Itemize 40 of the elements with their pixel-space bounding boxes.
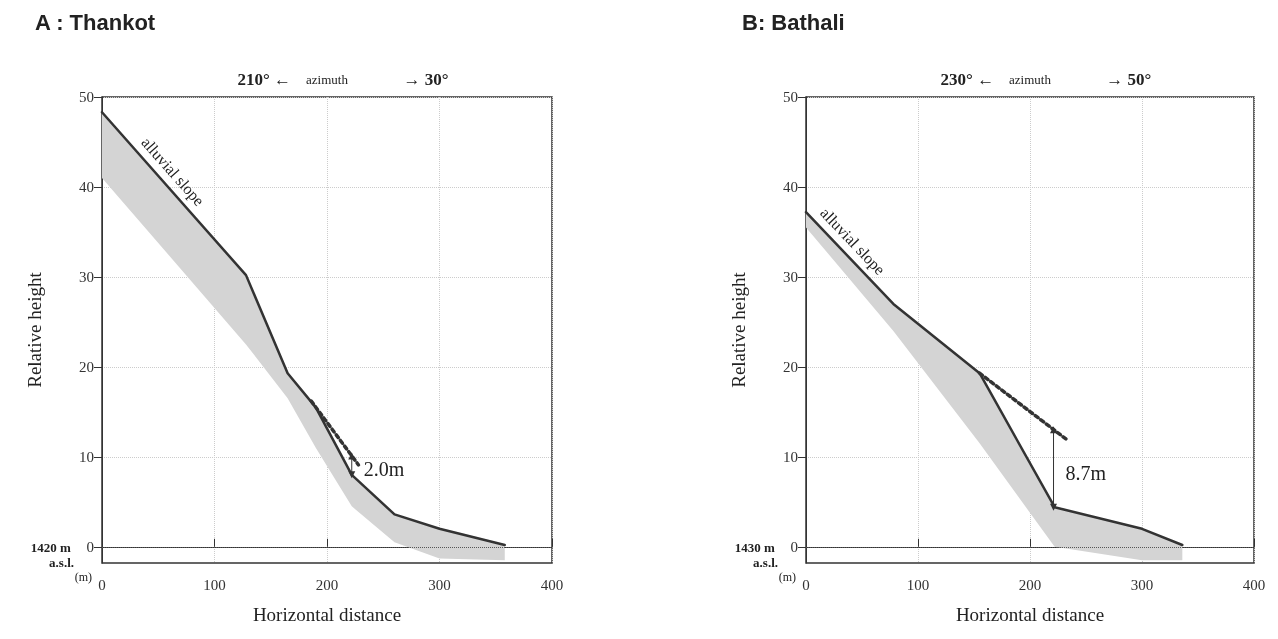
x-tick-label: 300	[428, 576, 451, 593]
text: (m)	[74, 570, 92, 584]
y-tick-label: 0	[790, 538, 798, 555]
y-tick-label: 40	[79, 178, 94, 195]
x-tick-label: 200	[315, 576, 339, 593]
x-tick-label: 400	[1242, 576, 1266, 593]
y-tick-label: 20	[783, 358, 798, 375]
x-tick-label: 400	[540, 576, 564, 593]
text: (m)	[778, 570, 796, 584]
x-axis-title: Horizontal distance	[955, 604, 1105, 625]
text: azimuth	[306, 71, 349, 87]
y-tick-label: 20	[79, 358, 94, 375]
y-tick-label: 30	[783, 268, 798, 285]
y-tick-label: 50	[79, 89, 94, 105]
text: → 30°	[403, 69, 449, 89]
y-tick-label: 40	[783, 178, 798, 195]
annotation: 2.0m	[363, 458, 405, 481]
x-tick-label: 100	[906, 576, 930, 593]
text: → 50°	[1106, 69, 1152, 89]
y-axis-title: Relative height	[24, 271, 45, 388]
text: 1420 m a.s.l.	[30, 539, 74, 570]
annotation: 8.7m	[1065, 461, 1107, 484]
y-tick-label: 30	[79, 268, 94, 285]
x-axis-title: Horizontal distance	[252, 604, 402, 625]
chart-title: B: Bathali	[742, 9, 845, 35]
x-tick-label: 200	[1018, 576, 1042, 593]
text: 210° ←	[237, 69, 291, 89]
text: azimuth	[1009, 71, 1052, 87]
text: 1430 m a.s.l.	[734, 539, 778, 570]
y-tick-label: 10	[79, 448, 94, 465]
y-tick-label: 50	[783, 89, 798, 105]
x-tick-label: 0	[802, 576, 810, 593]
y-axis-title: Relative height	[728, 271, 749, 388]
y-tick-label: 10	[783, 448, 798, 465]
y-tick-label: 0	[86, 538, 94, 555]
x-tick-label: 100	[203, 576, 226, 593]
text: 230° ←	[940, 69, 995, 89]
x-tick-label: 0	[98, 576, 106, 593]
chart-title: A : Thankot	[35, 9, 156, 35]
x-tick-label: 300	[1130, 576, 1154, 593]
